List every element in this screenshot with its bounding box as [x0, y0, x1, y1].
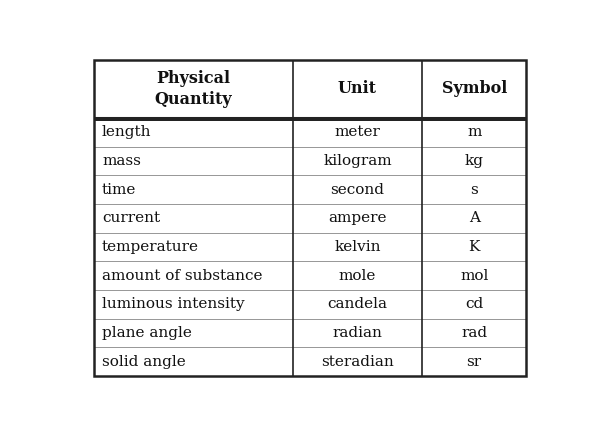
Text: solid angle: solid angle	[102, 355, 186, 369]
Text: kg: kg	[464, 154, 484, 168]
Text: plane angle: plane angle	[102, 326, 192, 340]
Text: radian: radian	[332, 326, 382, 340]
Text: meter: meter	[334, 125, 380, 140]
Text: cd: cd	[465, 297, 483, 311]
Text: mass: mass	[102, 154, 141, 168]
Text: m: m	[467, 125, 481, 140]
Text: mole: mole	[339, 269, 376, 283]
Text: Physical
Quantity: Physical Quantity	[154, 70, 232, 108]
Text: s: s	[470, 183, 478, 197]
Text: amount of substance: amount of substance	[102, 269, 262, 283]
Text: luminous intensity: luminous intensity	[102, 297, 245, 311]
Text: sr: sr	[467, 355, 482, 369]
Text: A: A	[469, 211, 479, 226]
Text: Symbol: Symbol	[442, 80, 507, 97]
Text: ampere: ampere	[328, 211, 386, 226]
Text: time: time	[102, 183, 136, 197]
Text: current: current	[102, 211, 160, 226]
Text: kilogram: kilogram	[323, 154, 392, 168]
Text: rad: rad	[461, 326, 487, 340]
Text: steradian: steradian	[321, 355, 394, 369]
Text: mol: mol	[460, 269, 488, 283]
Text: Unit: Unit	[338, 80, 377, 97]
Text: K: K	[469, 240, 480, 254]
Text: kelvin: kelvin	[334, 240, 380, 254]
Text: candela: candela	[328, 297, 388, 311]
Text: temperature: temperature	[102, 240, 199, 254]
Text: second: second	[331, 183, 385, 197]
Text: length: length	[102, 125, 151, 140]
